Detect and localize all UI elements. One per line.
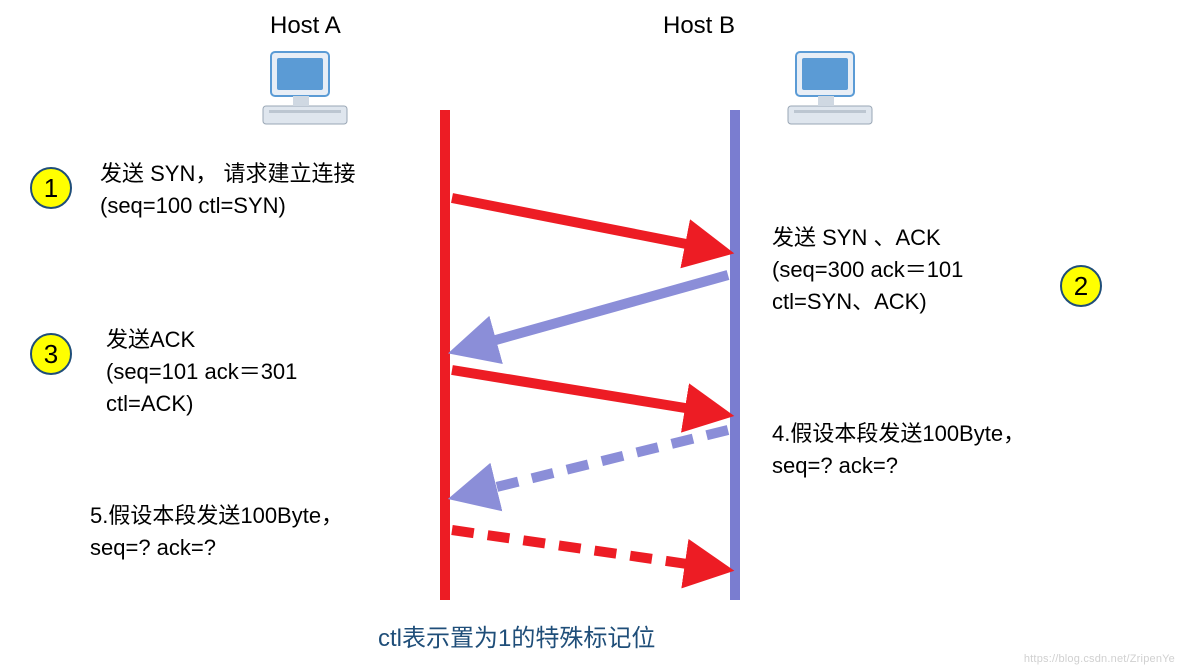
arrow-ack (452, 370, 722, 414)
computer-a-icon (263, 52, 347, 124)
arrow-syn (452, 198, 722, 251)
arrow-synack (460, 275, 728, 350)
arrow-data-4 (460, 430, 728, 496)
sequence-diagram (0, 0, 1181, 669)
arrow-data-5 (452, 530, 722, 569)
computer-b-icon (788, 52, 872, 124)
